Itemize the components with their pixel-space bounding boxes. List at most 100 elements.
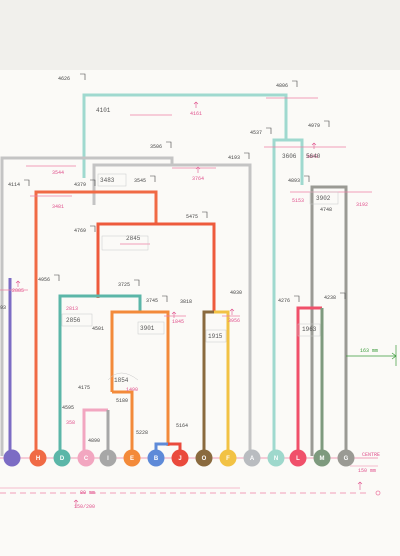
height-label: 4238 [324,295,336,301]
leaf-node-h [29,449,47,467]
height-label: 4806 [276,83,288,89]
leaf-node-e0 [3,449,21,467]
leaf-node-label: O [202,456,207,462]
height-label: 4175 [78,385,90,391]
height-label: 4276 [278,298,290,304]
branch-orange-main [34,190,158,456]
hand-label: 5640 [306,153,321,160]
leaf-node-c [77,449,95,467]
leaf-node-label: C [84,456,89,462]
height-label: 4030 [230,290,242,296]
height-label: 3545 [134,178,146,184]
height-label: 5180 [116,398,128,404]
height-label: 3818 [180,299,192,305]
branch-teal-d [58,294,142,456]
leaf-node-o [195,449,213,467]
height-label: 4537 [250,130,262,136]
leaf-node-label: L [296,456,300,462]
leaf-node-j [171,449,189,467]
hand-label: 3902 [316,195,331,202]
branch-red-inner [96,222,216,312]
height-label: 4769 [74,228,86,234]
branch-yellow [214,310,230,456]
branch-right-teal [272,138,304,456]
right-measure-label: 163 mm [360,348,378,354]
leaf-node-g [337,449,355,467]
leaf-node-l [289,449,307,467]
scale-label: 150 mm [358,468,376,474]
height-label: 5164 [176,423,188,429]
drawing-sheet [0,70,400,556]
branch-gray-mid [92,163,252,456]
leaf-node-label: D [60,456,65,462]
height-label: 4956 [38,277,50,283]
leaf-node-m [313,449,331,467]
height-label: 4193 [228,155,240,161]
height-label: 3725 [118,282,130,288]
height-label: 3506 [150,144,162,150]
pink-label: 2885 [12,288,24,294]
leaf-node-f [219,449,237,467]
leaf-node-i [99,449,117,467]
height-label: 3745 [146,298,158,304]
hand-label: 2845 [126,235,141,242]
branch-pink-c [82,408,108,456]
centre-label: CENTRE [362,452,380,458]
height-label: 5228 [136,430,148,436]
pink-label: 3956 [228,318,240,324]
pink-arrows [15,101,317,318]
hand-label: 3483 [100,177,115,184]
leaf-node-label: B [154,456,159,462]
pink-labels: 4161 3640 3544 3764 3481 5153 3192 2885 … [12,111,368,426]
leaf-node-label: A [250,456,255,462]
leaf-node-n [267,449,285,467]
pink-label: 2813 [66,306,78,312]
branch-brown-yellow [202,310,214,456]
bottom-measure: 80 mm 150/200 [73,481,363,510]
height-label: 4501 [92,326,104,332]
height-label: 4893 [288,178,300,184]
hand-label: 4101 [96,107,111,114]
hand-label: 3606 [282,153,297,160]
height-label: 5475 [186,214,198,220]
bottom-note: 150/200 [74,504,95,510]
branch-gray-left [0,156,174,456]
pink-label: 3192 [356,202,368,208]
leaf-node-label: J [178,456,181,462]
height-label: 93 [0,305,6,311]
end-marker [375,490,381,496]
leaf-node-a [243,449,261,467]
leaf-node-d [53,449,71,467]
leaf-node-b [147,449,165,467]
pink-label: 1845 [172,319,184,325]
hand-label: 2856 [66,317,81,324]
height-label: 4114 [8,182,20,188]
height-labels: 4626 4806 3506 4537 4979 4193 4114 4379 … [0,76,336,444]
branch-orange-inner [110,310,170,446]
hand-label: 1915 [208,333,223,340]
pink-label: 3481 [52,204,64,210]
height-ticks [24,73,346,302]
leaf-node-label: M [320,456,325,462]
pink-label: 3640 [306,154,318,160]
leaf-node-label: E [130,456,134,462]
hand-label: 1854 [114,377,129,384]
leaf-node-e [123,449,141,467]
branch-orange-e [112,390,134,456]
leaf-node-label: H [36,456,40,462]
leaf-node-label: F [226,456,230,462]
height-label: 4595 [62,405,74,411]
height-label: 4748 [320,207,332,213]
height-label: 4979 [308,123,320,129]
leaf-node-label: N [274,456,278,462]
branch-gray-right [310,185,348,456]
pencil-guides [61,173,339,381]
pink-label: 1490 [126,387,138,393]
pink-label: 3544 [52,170,64,176]
hand-label: 1963 [302,326,317,333]
pink-label: 4161 [190,111,202,117]
branch-pink-l [296,306,322,456]
pink-label: 358 [66,420,75,426]
